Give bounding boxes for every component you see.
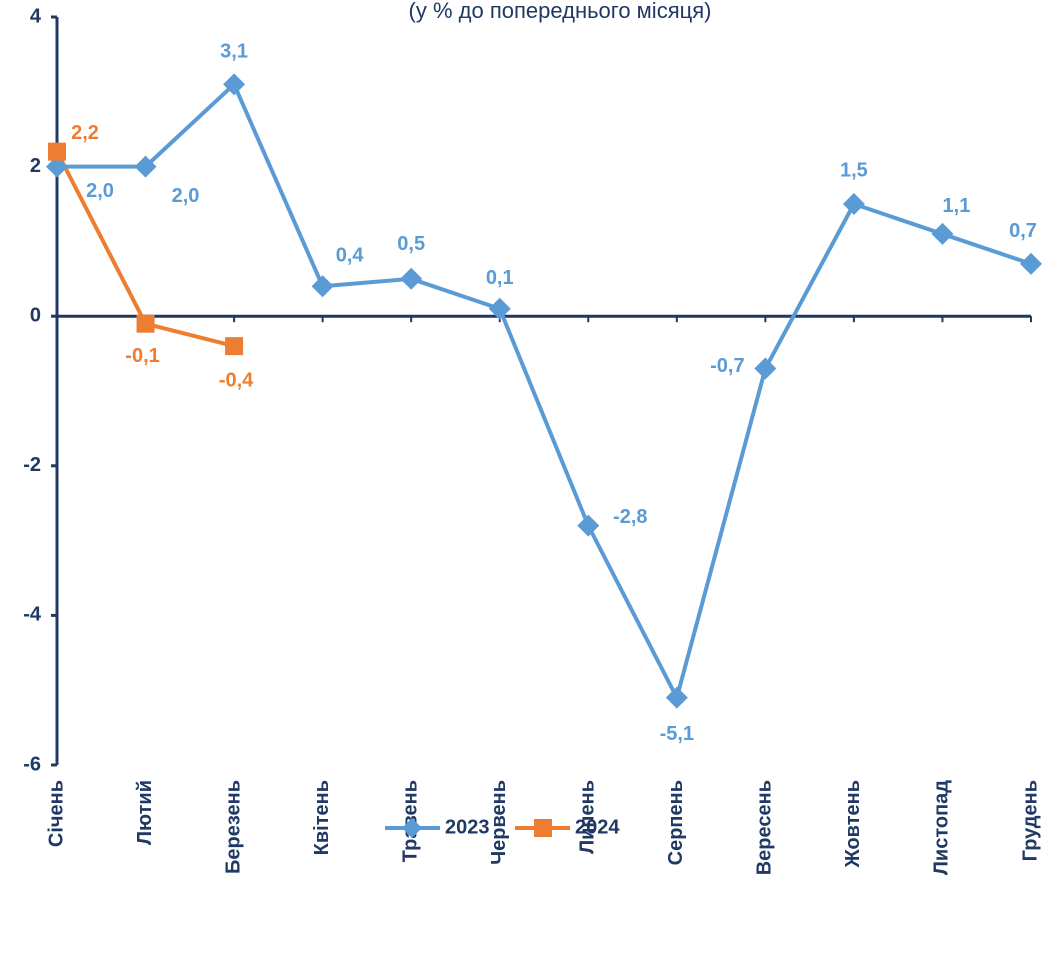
y-tick-label: -6 xyxy=(23,753,41,775)
marker xyxy=(134,155,157,178)
marker xyxy=(577,514,600,537)
marker xyxy=(931,222,954,245)
data-label: 1,1 xyxy=(943,195,971,217)
data-label: 2,0 xyxy=(172,185,200,207)
y-tick-label: 2 xyxy=(30,155,41,177)
x-tick-label: Листопад xyxy=(931,780,953,875)
data-label: 0,7 xyxy=(1009,220,1037,242)
data-label: -0,7 xyxy=(710,355,744,377)
x-tick-label: Грудень xyxy=(1019,780,1041,861)
data-label: 2,2 xyxy=(71,122,99,144)
x-tick-label: Вересень xyxy=(754,780,776,875)
y-tick-label: 4 xyxy=(30,5,42,27)
data-label: 1,5 xyxy=(840,159,868,181)
data-label: 0,5 xyxy=(397,233,425,255)
data-label: -0,4 xyxy=(219,369,254,391)
y-tick-label: -2 xyxy=(23,454,41,476)
legend-label: 2024 xyxy=(575,816,620,838)
data-label: -2,8 xyxy=(613,506,647,528)
x-tick-label: Лютий xyxy=(134,780,156,845)
x-tick-label: Серпень xyxy=(665,780,687,865)
marker xyxy=(311,275,334,298)
data-label: -0,1 xyxy=(125,345,159,367)
x-tick-label: Січень xyxy=(45,780,67,847)
marker xyxy=(488,297,511,320)
x-tick-label: Липень xyxy=(577,780,599,854)
x-tick-label: Червень xyxy=(488,780,510,865)
marker xyxy=(400,267,423,290)
y-tick-label: -4 xyxy=(23,604,42,626)
marker xyxy=(225,337,244,356)
x-tick-label: Квітень xyxy=(311,780,333,855)
y-tick-label: 0 xyxy=(30,304,41,326)
series-line xyxy=(57,82,1032,700)
marker xyxy=(665,686,688,709)
data-label: 0,4 xyxy=(336,245,365,267)
chart-subtitle: (у % до попереднього місяця) xyxy=(409,0,712,23)
data-label: -5,1 xyxy=(660,723,694,745)
legend-marker xyxy=(402,818,422,838)
legend-label: 2023 xyxy=(445,816,490,838)
marker xyxy=(136,314,155,333)
marker xyxy=(754,357,777,380)
marker xyxy=(46,155,68,178)
x-tick-label: Березень xyxy=(222,780,244,874)
data-label: 2,0 xyxy=(86,180,114,202)
marker xyxy=(223,73,246,96)
marker xyxy=(48,142,66,161)
data-label: 3,1 xyxy=(220,41,248,63)
data-label: 0,1 xyxy=(486,267,514,289)
x-tick-label: Жовтень xyxy=(842,780,864,868)
marker xyxy=(1020,252,1042,275)
legend-marker xyxy=(534,819,552,837)
marker xyxy=(842,193,865,215)
